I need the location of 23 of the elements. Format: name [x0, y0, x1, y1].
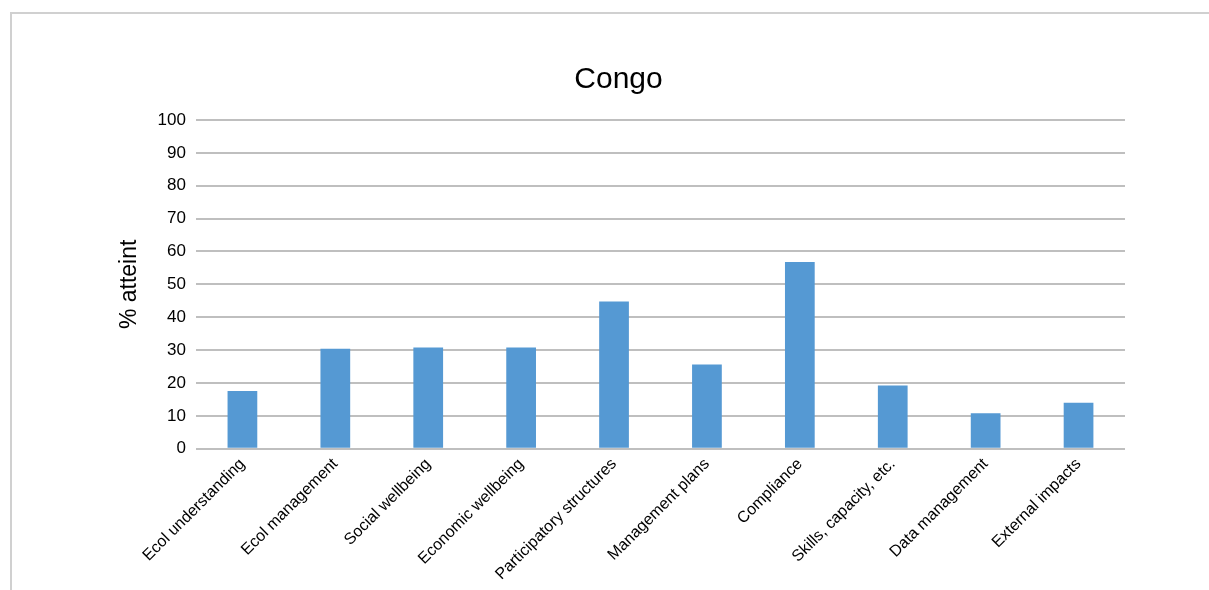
y-tick-label: 40 [167, 306, 186, 326]
y-tick-label: 0 [176, 438, 186, 458]
y-tick-label: 10 [167, 405, 186, 425]
y-tick-label: 100 [157, 109, 186, 129]
bar [506, 347, 536, 448]
y-tick-label: 20 [167, 372, 186, 392]
bar [227, 390, 258, 448]
bar [970, 413, 1001, 448]
y-tick-label: 90 [167, 142, 186, 162]
y-tick-label: 80 [167, 175, 186, 195]
y-axis-title: % atteint [115, 239, 142, 330]
bar [320, 348, 351, 448]
y-tick-label: 30 [167, 339, 186, 359]
bar [599, 301, 629, 448]
y-tick-label: 60 [167, 241, 186, 261]
bar [692, 364, 722, 448]
bar [413, 347, 444, 448]
bar [877, 385, 908, 448]
chart-title: Congo [574, 61, 663, 95]
bar [784, 262, 815, 448]
bar [1063, 402, 1094, 448]
y-tick-label: 50 [167, 274, 186, 294]
y-tick-label: 70 [167, 208, 186, 228]
